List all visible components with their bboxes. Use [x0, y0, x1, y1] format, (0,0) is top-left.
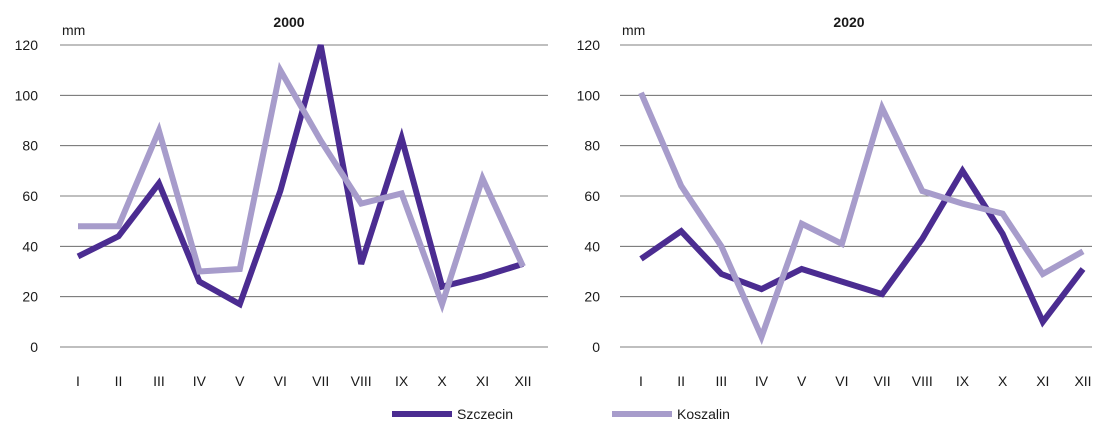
y-tick-label: 100 [15, 87, 39, 103]
x-tick-label: IX [395, 373, 409, 389]
y-tick-label: 80 [22, 138, 38, 154]
y-axis-unit-label: mm [62, 22, 85, 38]
x-tick-label: I [639, 373, 643, 389]
y-tick-label: 120 [577, 37, 601, 53]
chart-title: 2000 [273, 14, 304, 30]
y-tick-label: 20 [584, 289, 600, 305]
x-tick-label: X [437, 373, 447, 389]
x-tick-label: I [76, 373, 80, 389]
chart-title: 2020 [833, 14, 864, 30]
y-tick-label: 40 [22, 238, 38, 254]
x-tick-label: XI [476, 373, 489, 389]
legend-label-szczecin: Szczecin [457, 406, 513, 422]
x-tick-label: IX [956, 373, 970, 389]
x-tick-label: III [153, 373, 165, 389]
x-tick-label: VII [874, 373, 891, 389]
y-tick-label: 60 [584, 188, 600, 204]
y-tick-label: 0 [592, 339, 600, 355]
y-tick-label: 0 [30, 339, 38, 355]
legend: Szczecin Koszalin [392, 406, 730, 422]
series-line-koszalin [638, 91, 1085, 346]
x-tick-label: III [716, 373, 728, 389]
x-tick-label: VIII [912, 373, 933, 389]
x-tick-label: VIII [351, 373, 372, 389]
legend-label-koszalin: Koszalin [677, 406, 730, 422]
y-axis-unit-label: mm [622, 22, 645, 38]
series-line-koszalin [78, 61, 526, 314]
x-tick-label: VI [274, 373, 287, 389]
y-tick-label: 20 [22, 289, 38, 305]
x-tick-label: II [115, 373, 123, 389]
legend-item-koszalin: Koszalin [612, 406, 730, 422]
x-tick-label: X [998, 373, 1008, 389]
x-tick-label: XII [514, 373, 531, 389]
y-tick-label: 120 [15, 37, 39, 53]
x-tick-label: IV [193, 373, 207, 389]
y-tick-label: 100 [577, 87, 601, 103]
series-line-szczecin [639, 165, 1086, 328]
y-tick-label: 40 [584, 238, 600, 254]
x-tick-label: V [235, 373, 245, 389]
x-tick-label: VII [312, 373, 329, 389]
y-tick-label: 60 [22, 188, 38, 204]
legend-item-szczecin: Szczecin [392, 406, 513, 422]
y-tick-label: 80 [584, 138, 600, 154]
x-tick-label: XI [1036, 373, 1049, 389]
x-tick-label: XII [1074, 373, 1091, 389]
x-tick-label: V [797, 373, 807, 389]
x-tick-label: II [677, 373, 685, 389]
x-tick-label: IV [755, 373, 769, 389]
x-tick-label: VI [835, 373, 848, 389]
